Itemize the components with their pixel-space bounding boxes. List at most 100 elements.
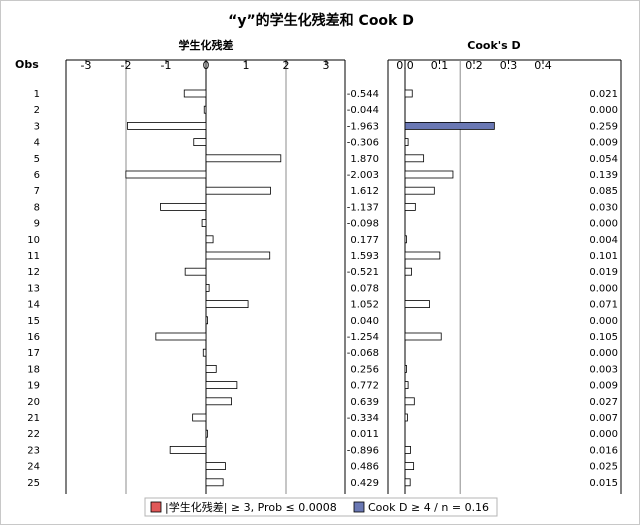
residual-bar: [202, 348, 207, 357]
cook-value-label: 0.016: [589, 445, 618, 456]
cook-bar: [404, 138, 409, 147]
cook-value-label: 0.003: [589, 364, 618, 375]
obs-label: 3: [34, 121, 40, 132]
cook-tick-label: 0.2: [465, 59, 483, 72]
cook-value-label: 0.007: [589, 413, 618, 424]
legend-box: [144, 497, 498, 517]
residual-value-label: 0.772: [350, 381, 379, 392]
residual-bar: [205, 154, 282, 163]
residual-bar: [160, 202, 207, 211]
cook-bar: [404, 364, 407, 373]
obs-label: 10: [27, 235, 40, 246]
residual-value-label: -1.254: [347, 332, 379, 343]
cook-value-label: 0.105: [589, 332, 618, 343]
obs-label: 13: [27, 283, 40, 294]
cook-bar: [404, 170, 454, 179]
obs-label: 22: [27, 429, 40, 440]
cook-value-label: 0.027: [589, 397, 618, 408]
obs-label: 14: [27, 300, 40, 311]
residual-bar: [183, 89, 207, 98]
obs-header: Obs: [15, 58, 39, 71]
obs-label: 16: [27, 332, 40, 343]
cook-value-label: 0.054: [589, 154, 618, 165]
obs-label: 24: [27, 462, 40, 473]
cook-value-label: 0.139: [589, 170, 618, 181]
residual-bar: [205, 381, 238, 390]
residual-value-label: 0.040: [350, 316, 379, 327]
cook-value-label: 0.000: [589, 283, 618, 294]
residual-panel-header: 学生化残差: [179, 38, 234, 52]
residual-tick-label: 2: [283, 59, 290, 72]
cook-bar: [404, 251, 441, 260]
residual-value-label: -0.098: [347, 219, 379, 230]
obs-label: 20: [27, 397, 40, 408]
residual-value-label: -0.306: [347, 138, 379, 149]
residual-bar: [205, 300, 249, 309]
residual-value-label: -0.334: [347, 413, 379, 424]
residual-tick-label: -3: [81, 59, 92, 72]
residual-bar: [205, 478, 224, 487]
obs-label: 21: [27, 413, 40, 424]
legend-swatch-influence: [353, 501, 365, 513]
cook-bar: [404, 332, 442, 341]
cook-bar: [404, 122, 495, 130]
cook-value-label: 0.000: [589, 348, 618, 359]
residual-value-label: 0.011: [350, 429, 379, 440]
cook-value-label: 0.101: [589, 251, 618, 262]
residual-value-label: -2.003: [347, 170, 379, 181]
cook-value-label: 0.015: [589, 478, 618, 489]
residual-bar: [205, 235, 214, 244]
residual-tick-label: 3: [323, 59, 330, 72]
residual-value-label: -1.137: [347, 202, 379, 213]
cook-bar: [404, 154, 425, 163]
residual-tick-label: 1: [243, 59, 250, 72]
cook-value-label: 0.085: [589, 186, 618, 197]
cook-bar: [404, 381, 409, 390]
residual-bar: [125, 170, 207, 179]
residual-value-label: 1.052: [350, 300, 379, 311]
residual-value-label: -0.521: [347, 267, 379, 278]
obs-label: 25: [27, 478, 40, 489]
residual-value-label: -0.544: [347, 89, 379, 100]
legend-label-outlier: |学生化残差| ≥ 3, Prob ≤ 0.0008: [165, 500, 337, 514]
cook-value-label: 0.019: [589, 267, 618, 278]
residual-value-label: 0.256: [350, 364, 379, 375]
obs-label: 2: [34, 105, 40, 116]
cook-bar: [404, 413, 408, 422]
residual-bar: [184, 267, 207, 276]
residual-bar: [201, 219, 207, 228]
cook-value-label: 0.009: [589, 381, 618, 392]
obs-label: 23: [27, 445, 40, 456]
cook-tick-label: 0.3: [500, 59, 518, 72]
residual-bar: [205, 364, 217, 373]
cook-bar: [404, 462, 415, 471]
residual-bar: [193, 138, 207, 147]
residual-value-label: -0.044: [347, 105, 379, 116]
residual-bar: [205, 462, 226, 471]
cook-value-label: 0.071: [589, 300, 618, 311]
chart-title: “y”的学生化残差和 Cook D: [228, 12, 414, 29]
obs-label: 15: [27, 316, 40, 327]
residual-bar: [169, 445, 207, 454]
residual-bar: [205, 397, 232, 406]
residual-value-label: 1.870: [350, 154, 379, 165]
obs-label: 17: [27, 348, 40, 359]
cook-value-label: 0.000: [589, 105, 618, 116]
obs-label: 7: [34, 186, 40, 197]
obs-labels: 1234567891011121314151617181920212223242…: [27, 89, 40, 489]
residual-bar: [205, 316, 208, 325]
cook-tick-label: 0.1: [431, 59, 449, 72]
residual-bar: [203, 105, 207, 114]
residual-value-label: 0.429: [350, 478, 379, 489]
obs-label: 11: [27, 251, 40, 262]
obs-label: 9: [34, 219, 40, 230]
residual-bar: [155, 332, 207, 341]
obs-label: 6: [34, 170, 40, 181]
obs-label: 12: [27, 267, 40, 278]
cook-value-label: 0.025: [589, 462, 618, 473]
cook-panel: 0.0 0.1 0.2 0.3 0.40.0210.0000.2590.0090.054…: [387, 59, 622, 494]
residual-panel: -3-2-10123-0.544-0.044-1.963-0.3061.870-…: [65, 59, 379, 494]
cook-value-label: 0.000: [589, 219, 618, 230]
